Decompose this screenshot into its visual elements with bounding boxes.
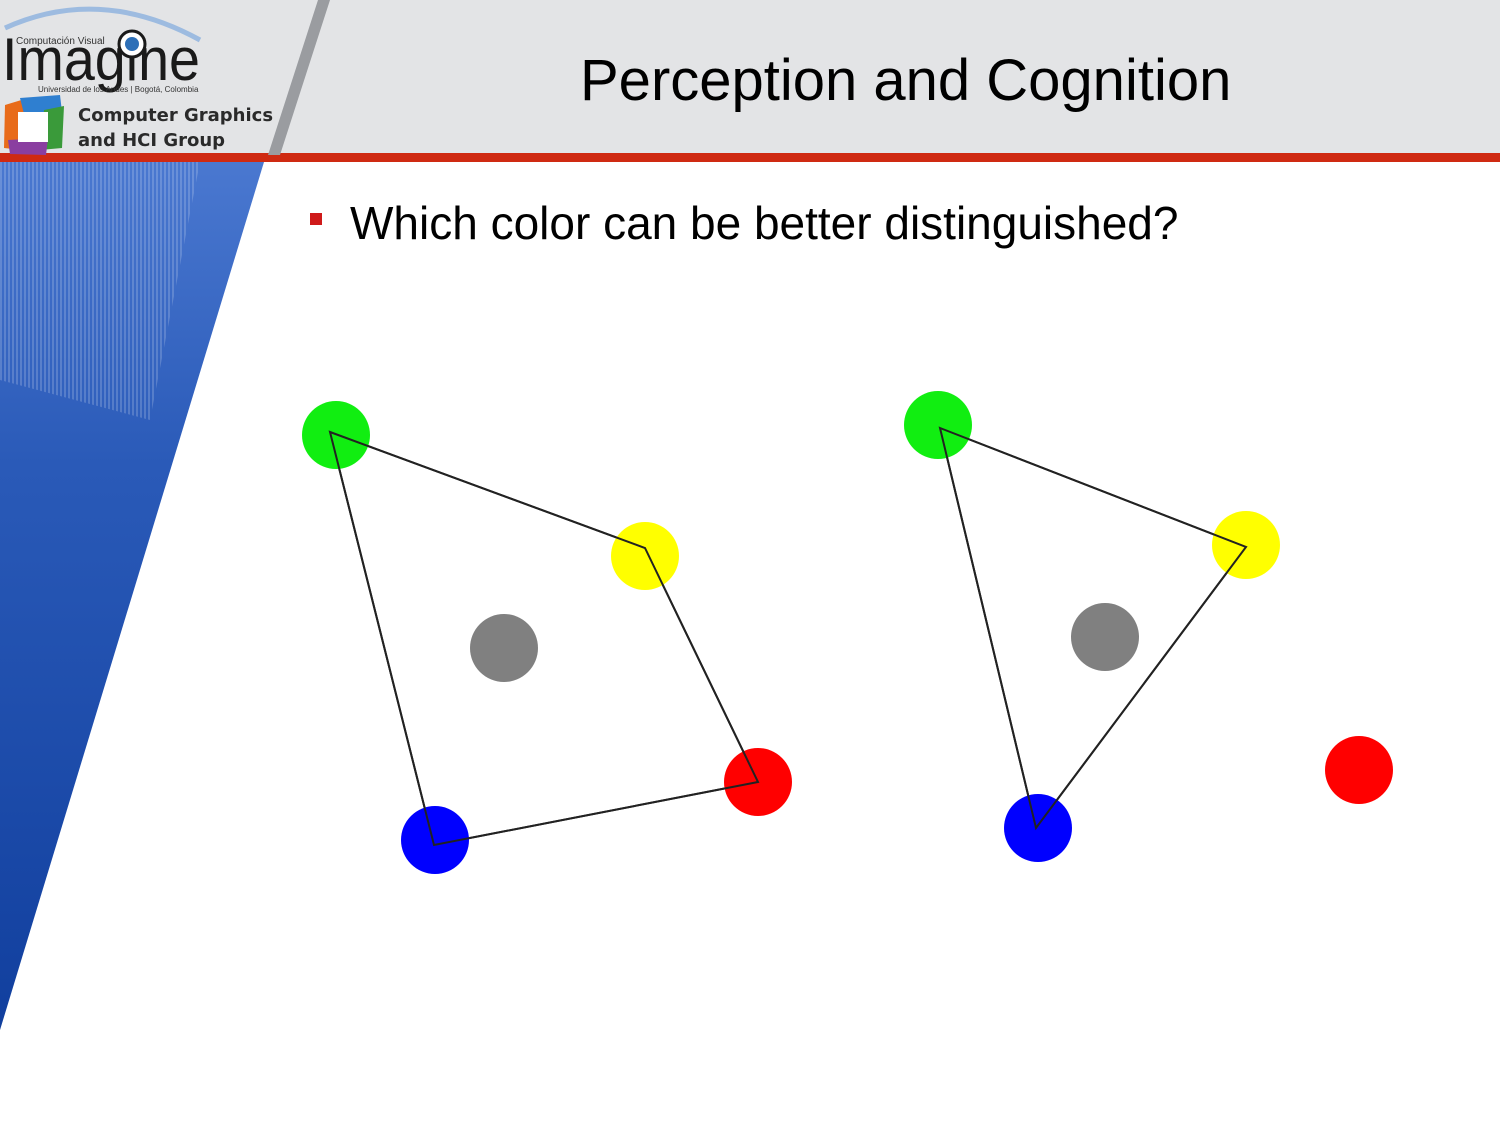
logo-wordmark: Imagine: [2, 26, 200, 93]
right-gamut-outline-overlay: [938, 426, 1248, 831]
logo-affiliation: Universidad de los Andes | Bogotá, Colom…: [38, 85, 199, 94]
right-blue-dot: [1004, 794, 1072, 862]
header-accent-rule: [0, 153, 1500, 162]
logo-tagline: Computación Visual: [16, 36, 105, 47]
right-red-dot: [1325, 736, 1393, 804]
logo-group-line1: Computer Graphics: [78, 105, 274, 126]
right-yellow-dot: [1212, 511, 1280, 579]
logo-group-line2: and HCI Group: [78, 130, 226, 151]
right-gray-dot: [1071, 603, 1139, 671]
header-band: [0, 0, 1500, 155]
bullet-text: Which color can be better distinguished?: [350, 197, 1179, 249]
left-decorative-panel: [0, 0, 330, 1030]
left-gray-dot: [470, 614, 538, 682]
left-yellow-dot: [611, 522, 679, 590]
left-gamut-figure: [302, 401, 792, 874]
slide-title: Perception and Cognition: [580, 48, 1232, 113]
right-green-dot: [904, 391, 972, 459]
left-gamut-outline-overlay: [328, 430, 760, 847]
left-blue-dot: [401, 806, 469, 874]
left-gamut-quadrilateral: [328, 430, 760, 847]
bullet-marker-icon: [310, 213, 322, 225]
imagine-logo: Computación Visual Imagine Universidad d…: [0, 0, 300, 160]
right-gamut-figure: [904, 391, 1393, 862]
